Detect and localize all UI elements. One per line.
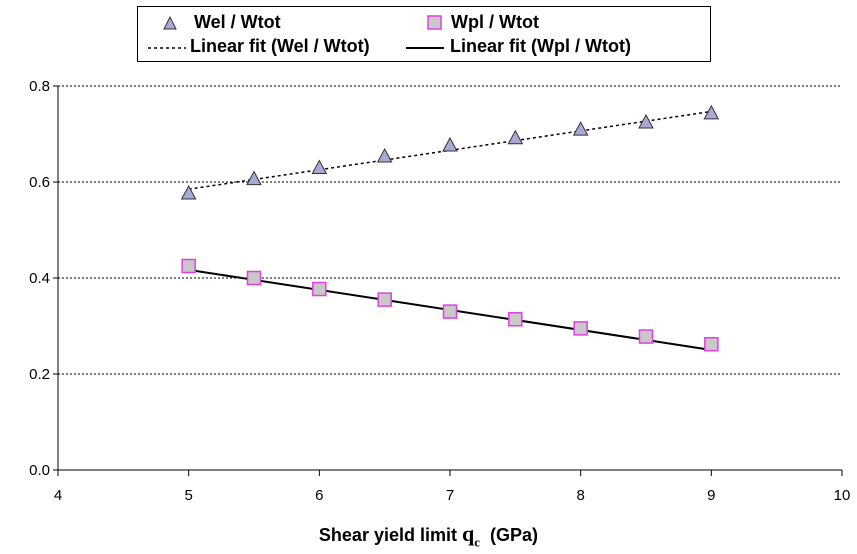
- y-tick-label: 0.8: [29, 78, 50, 95]
- point-wel: [376, 147, 393, 163]
- y-tick-label: 0.0: [29, 462, 50, 479]
- legend-label-fit-wpl: Linear fit (Wpl / Wtot): [450, 36, 631, 56]
- x-tick-label: 4: [54, 487, 62, 504]
- legend-label-fit-wel: Linear fit (Wel / Wtot): [190, 36, 370, 56]
- y-tick-label: 0.6: [29, 174, 50, 191]
- y-tick-label: 0.2: [29, 366, 50, 383]
- point-wpl: [377, 292, 392, 307]
- y-tick-label: 0.4: [29, 270, 50, 287]
- data-points: [180, 104, 720, 352]
- point-wpl: [508, 312, 523, 327]
- x-tick-label: 6: [315, 487, 323, 504]
- point-wel: [572, 121, 589, 136]
- x-tick-label: 9: [707, 487, 715, 504]
- point-wpl: [442, 304, 458, 319]
- point-wel: [246, 170, 262, 186]
- x-axis-symbol: q: [462, 521, 475, 546]
- point-wel: [638, 113, 654, 129]
- point-wpl: [181, 258, 196, 274]
- point-wpl: [704, 336, 719, 352]
- legend-label-wel: Wel / Wtot: [194, 12, 281, 32]
- legend: Wel / Wtot Wpl / Wtot Linear fit (Wel / …: [137, 6, 711, 62]
- point-wel: [180, 184, 197, 200]
- point-wpl: [573, 321, 588, 336]
- x-tick-label: 7: [446, 487, 454, 504]
- point-wpl: [638, 329, 654, 344]
- point-wel: [507, 129, 524, 145]
- grid-lines: [58, 85, 842, 375]
- legend-label-wpl: Wpl / Wtot: [451, 12, 539, 32]
- legend-symbols: [148, 15, 444, 49]
- x-axis-label-text: Shear yield limit: [318, 525, 457, 545]
- x-tick-label: 5: [184, 487, 192, 504]
- point-wpl: [312, 281, 327, 297]
- x-axis-label: Shear yield limit qc (GPa): [0, 521, 857, 550]
- axes: [53, 85, 843, 476]
- legend-square-marker: [427, 15, 442, 30]
- x-axis-label-unit: (GPa): [490, 525, 539, 545]
- legend-triangle-marker: [163, 15, 177, 30]
- point-wel: [442, 136, 458, 152]
- point-wpl: [246, 270, 262, 286]
- x-axis-subscript: c: [474, 534, 481, 550]
- x-tick-label: 10: [834, 487, 851, 504]
- x-tick-label: 8: [576, 487, 584, 504]
- point-wel: [703, 104, 720, 120]
- point-wel: [311, 159, 328, 175]
- x-axis-label-symbol: qc: [462, 521, 481, 550]
- tick-labels: 0.0 0.2 0.4 0.6 0.8 4 5 6 7 8 9 10: [29, 78, 850, 504]
